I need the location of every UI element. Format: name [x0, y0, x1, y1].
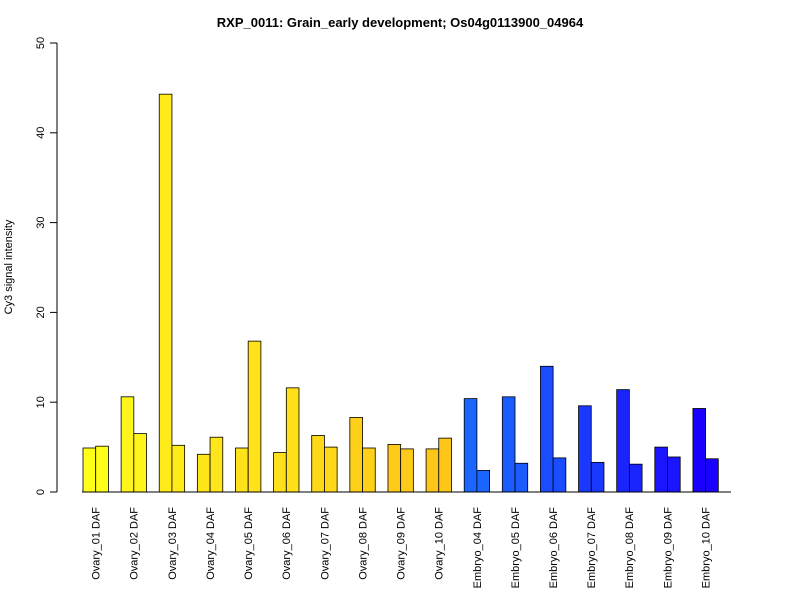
bar — [247, 340, 262, 493]
bar — [654, 446, 668, 493]
category-label: Embryo_04 DAF — [472, 507, 484, 589]
bar — [705, 458, 719, 493]
category-label: Embryo_10 DAF — [700, 507, 712, 589]
bar — [285, 387, 300, 493]
bar — [540, 365, 554, 493]
category-label: Embryo_06 DAF — [548, 507, 560, 589]
category-labels: Ovary_01 DAF Ovary_02 DAF Ovary_03 DAF Ovar… — [91, 507, 713, 589]
bar — [171, 444, 186, 493]
category-label: Ovary_10 DAF — [434, 507, 446, 580]
bar — [324, 446, 338, 493]
bar — [209, 436, 224, 493]
bar — [590, 461, 605, 493]
category-label: Embryo_07 DAF — [586, 507, 598, 589]
bar — [235, 447, 249, 493]
chart-title: RXP_0011: Grain_early development; Os04g… — [217, 15, 584, 30]
bar — [616, 389, 630, 493]
bar — [120, 396, 135, 493]
category-label: Embryo_05 DAF — [510, 507, 522, 589]
y-axis-label: Cy3 signal intensity — [3, 219, 15, 314]
category-label: Embryo_08 DAF — [624, 507, 636, 589]
bar — [133, 433, 147, 493]
category-label: Ovary_05 DAF — [243, 507, 255, 580]
category-label: Ovary_07 DAF — [319, 507, 331, 580]
category-label: Ovary_03 DAF — [167, 507, 179, 580]
bar — [362, 447, 376, 493]
bar — [501, 396, 516, 493]
bar — [349, 417, 363, 493]
y-tick-label: 0 — [35, 489, 47, 495]
bar — [667, 456, 681, 493]
bar — [438, 437, 452, 493]
category-label: Ovary_02 DAF — [129, 507, 141, 580]
bar — [628, 463, 643, 493]
bar — [82, 447, 97, 493]
bar — [158, 93, 173, 493]
category-label: Ovary_08 DAF — [357, 507, 369, 580]
y-tick-label: 20 — [35, 306, 47, 318]
category-label: Ovary_06 DAF — [281, 507, 293, 580]
bar — [273, 452, 287, 493]
category-label: Ovary_01 DAF — [91, 507, 103, 580]
bar — [425, 448, 440, 493]
category-label: Ovary_04 DAF — [205, 507, 217, 580]
bar — [514, 462, 529, 493]
bar — [387, 444, 402, 493]
bars — [82, 93, 719, 493]
category-label: Ovary_09 DAF — [396, 507, 408, 580]
y-axis: 0 10 20 30 40 50 — [35, 37, 58, 495]
y-tick-label: 50 — [35, 37, 47, 49]
bar — [311, 435, 325, 493]
bar — [400, 448, 414, 493]
y-tick-label: 10 — [35, 396, 47, 408]
bar — [692, 408, 707, 493]
bar — [552, 457, 567, 493]
bar — [196, 453, 211, 493]
bar — [476, 470, 490, 493]
bar — [578, 405, 592, 493]
category-label: Embryo_09 DAF — [662, 507, 674, 589]
bar — [463, 398, 478, 493]
y-tick-label: 40 — [35, 127, 47, 139]
y-tick-label: 30 — [35, 216, 47, 228]
bar — [95, 445, 109, 493]
